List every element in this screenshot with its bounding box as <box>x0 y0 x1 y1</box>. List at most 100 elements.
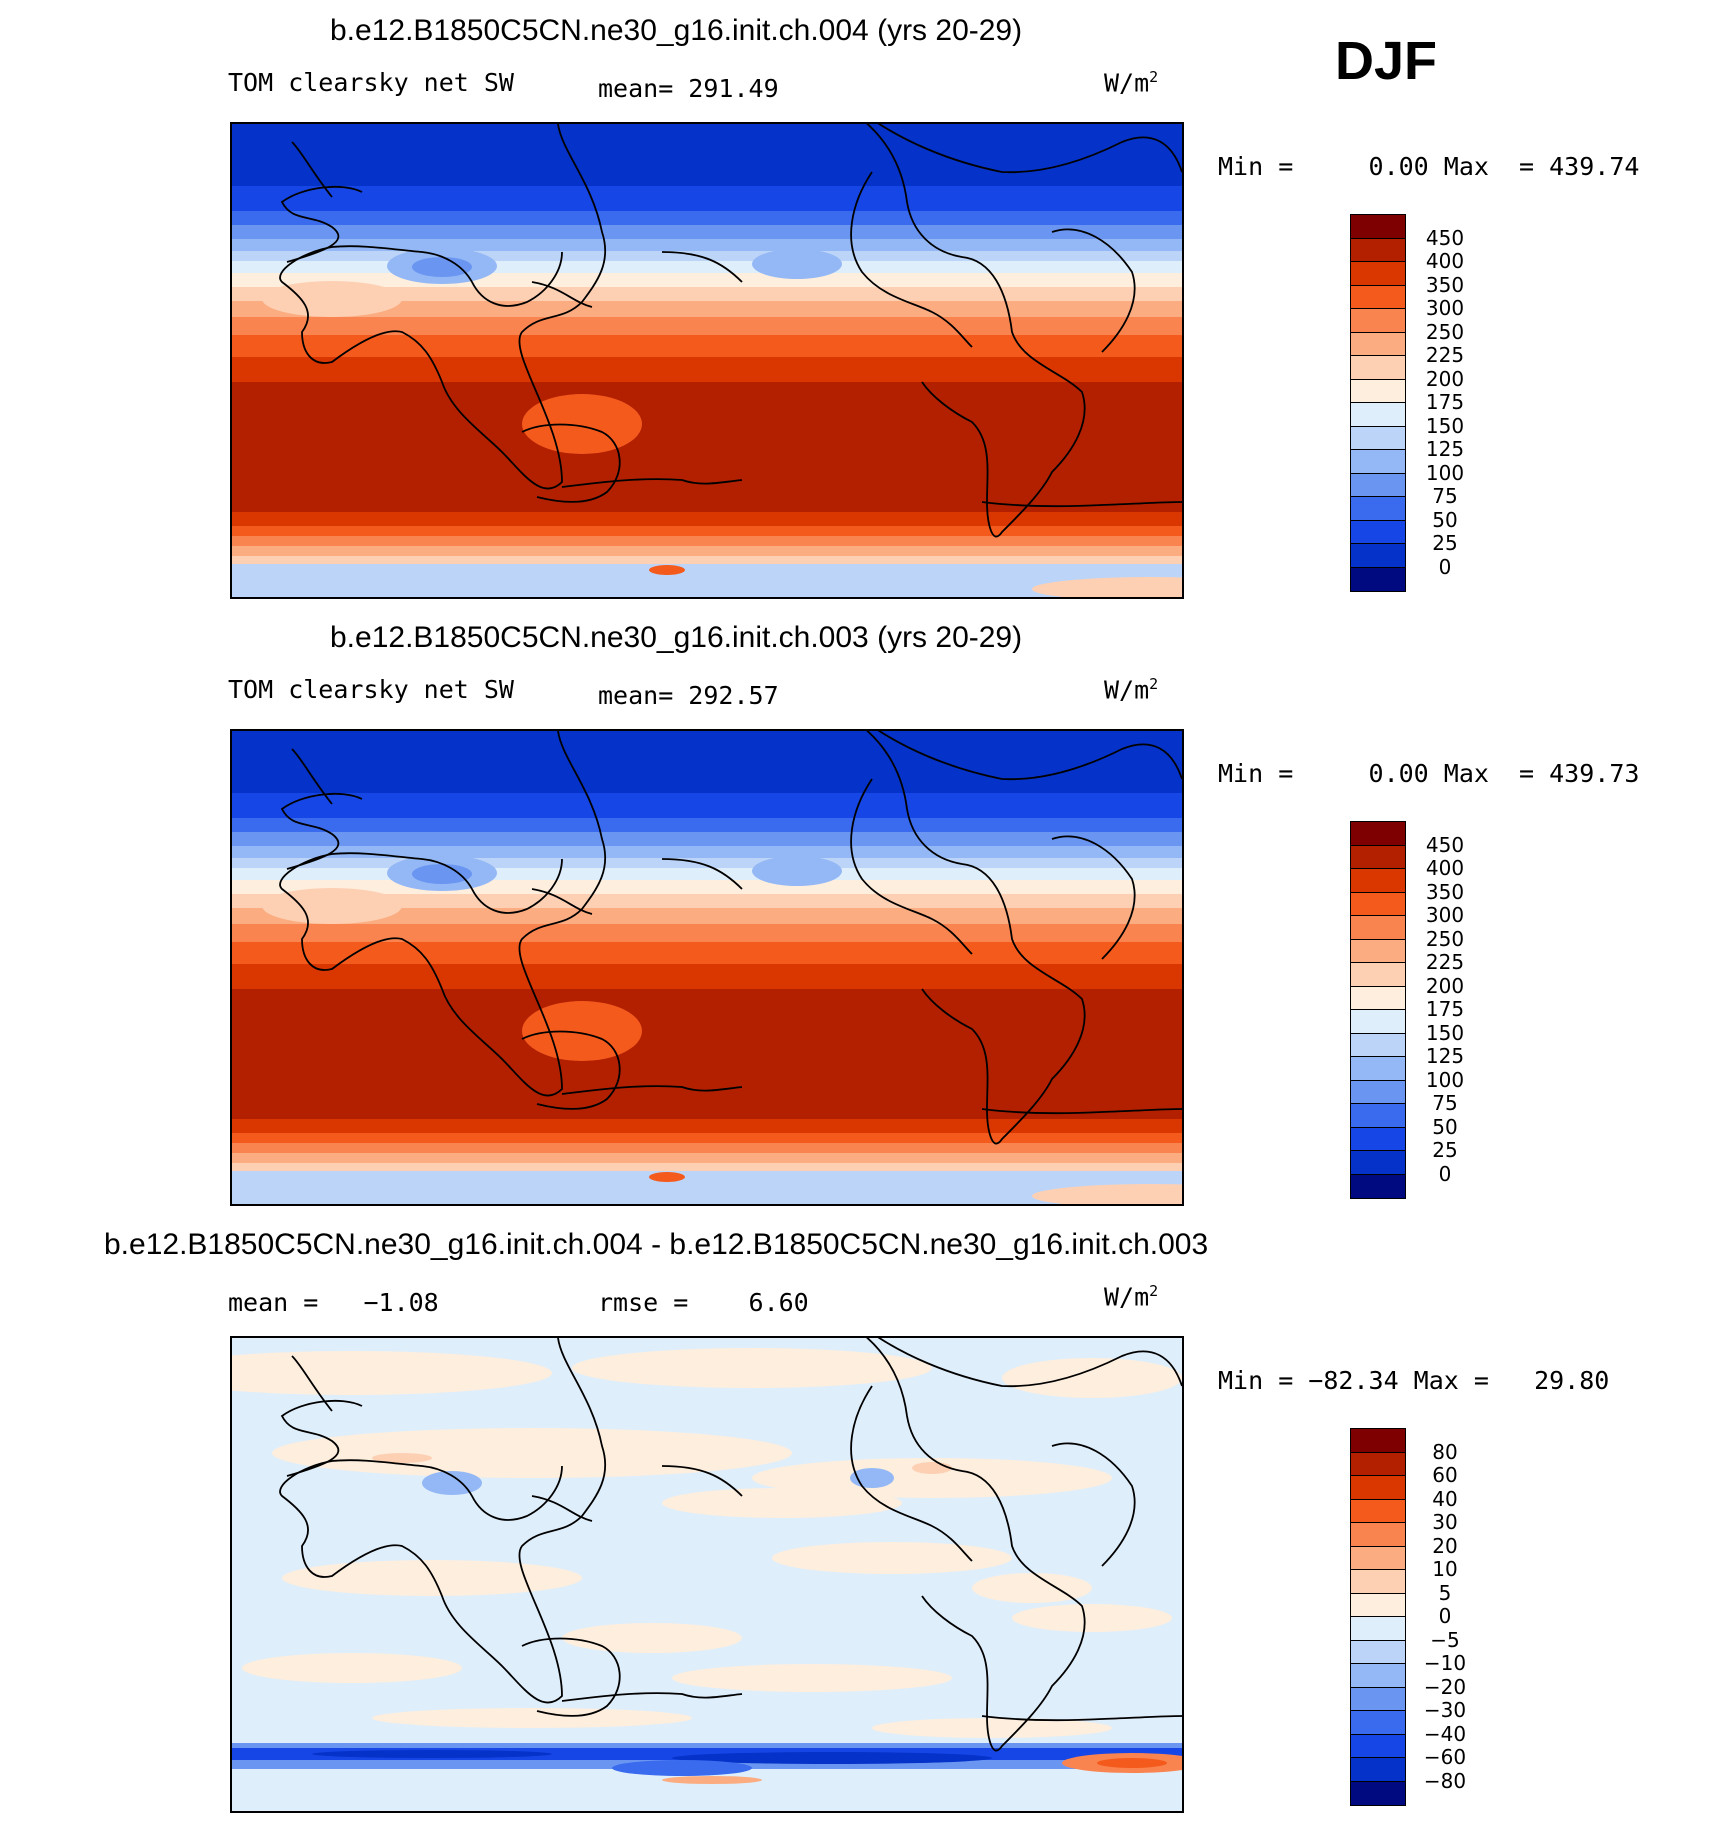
colorbar-swatch <box>1351 869 1405 893</box>
min-max-label: Min = −82.34 Max = 29.80 <box>1218 1366 1610 1395</box>
panel-case-004: b.e12.B1850C5CN.ne30_g16.init.ch.004 (yr… <box>0 0 1710 610</box>
colorbar-swatch <box>1351 403 1405 427</box>
colorbar-swatch <box>1351 544 1405 568</box>
colorbar-swatch <box>1351 450 1405 474</box>
mean-label: mean= 291.49 <box>598 74 779 103</box>
colorbar-tick-label: 50 <box>1432 507 1458 532</box>
colorbar-swatch <box>1351 1711 1405 1735</box>
colorbar-tick-label: −40 <box>1423 1721 1467 1746</box>
colorbar-tick-label: 50 <box>1432 1114 1458 1139</box>
colorbar-swatch <box>1351 1546 1405 1570</box>
colorbar-swatch <box>1351 1640 1405 1664</box>
colorbar-swatch <box>1351 916 1405 940</box>
colorbar-swatch <box>1351 1104 1405 1128</box>
colorbar-swatch <box>1351 1781 1405 1805</box>
colorbar-tick-label: 40 <box>1432 1486 1458 1511</box>
colorbar-swatch <box>1351 497 1405 521</box>
colorbar-swatch <box>1351 1429 1405 1453</box>
colorbar-tick-label: 225 <box>1425 950 1465 974</box>
map-difference <box>230 1336 1184 1813</box>
colorbar-tick-label: −5 <box>1430 1627 1460 1652</box>
colorbar-swatch <box>1351 1080 1405 1104</box>
colorbar-swatch <box>1351 1476 1405 1500</box>
colorbar-tick-label: −20 <box>1423 1674 1467 1699</box>
panel-case-003: b.e12.B1850C5CN.ne30_g16.init.ch.003 (yr… <box>0 607 1710 1217</box>
colorbar-swatch <box>1351 238 1405 262</box>
colorbar-tick-label: 60 <box>1432 1463 1458 1487</box>
colorbar-tick-label: 75 <box>1432 1091 1458 1115</box>
min-max-label: Min = 0.00 Max = 439.74 <box>1218 152 1640 181</box>
colorbar-swatch <box>1351 1758 1405 1782</box>
colorbar-tick-label: −80 <box>1423 1768 1467 1793</box>
colorbar-tick-label: 200 <box>1425 366 1465 391</box>
colorbar-swatch <box>1351 939 1405 963</box>
colorbar-swatch <box>1351 892 1405 916</box>
mean-label: mean= 292.57 <box>598 681 779 710</box>
colorbar-tick-label: 250 <box>1425 926 1465 951</box>
colorbar-tick-label: 200 <box>1425 973 1465 998</box>
colorbar-swatch <box>1351 1593 1405 1617</box>
colorbar-tick-label: 100 <box>1425 1067 1465 1092</box>
colorbar-swatch <box>1351 963 1405 987</box>
colorbar-swatch <box>1351 520 1405 544</box>
colorbar-tick-label: −10 <box>1423 1651 1467 1675</box>
colorbar-tick-label: 300 <box>1425 296 1465 320</box>
colorbar-swatch <box>1351 332 1405 356</box>
colorbar-swatch <box>1351 1664 1405 1688</box>
colorbar-tick-label: 0 <box>1438 1604 1452 1628</box>
variable-label: TOM clearsky net SW <box>228 675 514 704</box>
colorbar-swatch <box>1351 567 1405 591</box>
colorbar-swatch <box>1351 1687 1405 1711</box>
colorbar-swatch <box>1351 1174 1405 1198</box>
colorbar-tick-label: 0 <box>1438 554 1452 579</box>
colorbar-tick-label: 20 <box>1432 1533 1458 1558</box>
colorbar-tick-label: 100 <box>1425 460 1465 485</box>
colorbar-tick-label: 30 <box>1432 1510 1458 1534</box>
colorbar-swatch <box>1351 1033 1405 1057</box>
colorbar-tick-label: 0 <box>1438 1161 1452 1186</box>
colorbar-tick-label: 125 <box>1425 437 1465 461</box>
colorbar-swatch <box>1351 262 1405 286</box>
colorbar-tick-label: 150 <box>1425 413 1465 438</box>
units-label: W/m2 <box>1104 68 1159 98</box>
colorbar-tick-label: −30 <box>1423 1698 1467 1722</box>
colorbar-swatch <box>1351 1734 1405 1758</box>
colorbar-swatch <box>1351 822 1405 846</box>
colorbar-swatch <box>1351 1151 1405 1175</box>
colorbar-swatch <box>1351 426 1405 450</box>
panel-title: b.e12.B1850C5CN.ne30_g16.init.ch.003 (yr… <box>330 621 1023 654</box>
colorbar-swatch <box>1351 845 1405 869</box>
map-case-003 <box>230 729 1184 1206</box>
colorbar-tick-label: 175 <box>1425 997 1465 1021</box>
colorbar-swatch <box>1351 309 1405 333</box>
colorbar-swatch <box>1351 1523 1405 1547</box>
colorbar-tick-label: 150 <box>1425 1020 1465 1045</box>
units-label: W/m2 <box>1104 675 1159 705</box>
colorbar-tick-label: −60 <box>1423 1745 1467 1769</box>
colorbar-tick-label: 5 <box>1438 1580 1452 1605</box>
min-max-label: Min = 0.00 Max = 439.73 <box>1218 759 1640 788</box>
colorbar-swatch <box>1351 1617 1405 1641</box>
rmse-label: rmse = 6.60 <box>598 1288 809 1317</box>
colorbar-swatch <box>1351 285 1405 309</box>
mean-label: mean = −1.08 <box>228 1288 439 1317</box>
colorbar-tick-label: 175 <box>1425 390 1465 414</box>
colorbar-swatch <box>1351 215 1405 239</box>
colorbar-tick-label: 80 <box>1432 1439 1458 1464</box>
panel-difference: b.e12.B1850C5CN.ne30_g16.init.ch.004 - b… <box>0 1214 1710 1824</box>
colorbar-tick-label: 350 <box>1425 272 1465 297</box>
colorbar-tick-label: 125 <box>1425 1044 1465 1068</box>
colorbar-swatch <box>1351 1010 1405 1034</box>
units-label: W/m2 <box>1104 1282 1159 1312</box>
colorbar-swatch <box>1351 1057 1405 1081</box>
colorbar-swatch <box>1351 473 1405 497</box>
colorbar-tick-label: 400 <box>1425 856 1465 880</box>
colorbar-tick-label: 400 <box>1425 249 1465 273</box>
colorbar-tick-label: 300 <box>1425 903 1465 927</box>
colorbar-tick-label: 450 <box>1425 832 1465 857</box>
colorbar-swatch <box>1351 356 1405 380</box>
panel-title: b.e12.B1850C5CN.ne30_g16.init.ch.004 (yr… <box>330 14 1023 47</box>
colorbar <box>1350 821 1406 1199</box>
colorbar-swatch <box>1351 379 1405 403</box>
colorbar-tick-label: 75 <box>1432 484 1458 508</box>
